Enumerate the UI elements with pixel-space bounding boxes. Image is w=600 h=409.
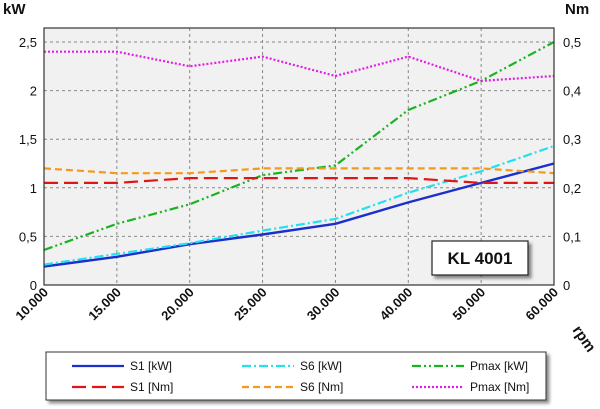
legend-label-s1-nm: S1 [Nm] <box>130 380 173 394</box>
data-point-s6-kw <box>189 242 191 244</box>
y-left-tick-label: 1,5 <box>19 132 37 147</box>
legend-items: S1 [kW] S6 [kW] Pmax [kW] S1 [Nm] S6 [Nm] Pma… <box>72 359 529 394</box>
data-point-pmax-nm <box>480 80 482 82</box>
y-right-tick-label: 0,2 <box>563 181 581 196</box>
data-point-s6-kw <box>116 253 118 255</box>
y-left-tick-label: 2,5 <box>19 35 37 50</box>
data-point-s6-nm <box>116 172 118 174</box>
data-point-s1-kw <box>189 243 191 245</box>
legend-label-s6-kw: S6 [kW] <box>300 359 342 373</box>
data-point-s1-nm <box>407 177 409 179</box>
data-point-s1-nm <box>262 177 264 179</box>
data-point-s1-kw <box>407 201 409 203</box>
y-left-tick-label: 1 <box>30 181 37 196</box>
data-point-s6-kw <box>407 192 409 194</box>
data-point-s1-kw <box>262 233 264 236</box>
series-layer <box>43 41 555 268</box>
data-point-s6-kw <box>334 218 336 220</box>
x-axis-label: rpm <box>569 323 599 356</box>
plot-frame <box>43 27 555 286</box>
y-right-tick-label: 0,3 <box>563 132 581 147</box>
y-right-ticks: 0 0,1 0,2 0,3 0,4 0,5 <box>563 35 581 293</box>
y-left-tick-label: 2 <box>30 84 37 99</box>
y-right-tick-label: 0,4 <box>563 84 581 99</box>
y-left-ticks: 0 0,5 1 1,5 2 2,5 <box>19 35 37 293</box>
data-point-pmax-kw <box>334 164 336 166</box>
data-point-s1-nm <box>480 182 482 184</box>
data-point-pmax-nm <box>189 65 191 67</box>
y-right-tick-label: 0,5 <box>563 35 581 50</box>
x-tick-label: 30.000 <box>304 285 343 324</box>
data-point-pmax-kw <box>407 109 409 111</box>
data-point-pmax-kw <box>116 223 118 225</box>
data-point-pmax-nm <box>116 51 118 53</box>
y-left-tick-label: 0,5 <box>19 229 37 244</box>
data-point-s6-nm <box>407 167 409 169</box>
data-point-s1-nm <box>189 177 191 179</box>
data-point-s6-kw <box>480 170 482 172</box>
x-tick-label: 60.000 <box>522 285 561 324</box>
x-tick-label: 50.000 <box>450 285 489 324</box>
data-point-pmax-kw <box>262 174 264 176</box>
legend-label-pmax-nm: Pmax [Nm] <box>470 380 529 394</box>
legend-label-s1-kw: S1 [kW] <box>130 359 172 373</box>
legend-label-pmax-kw: Pmax [kW] <box>470 359 528 373</box>
x-tick-label: 15.000 <box>85 285 124 324</box>
data-point-pmax-nm <box>407 56 409 58</box>
data-point-s6-nm <box>334 167 336 169</box>
data-point-s6-nm <box>262 167 264 169</box>
data-point-s1-kw <box>334 223 336 225</box>
x-tick-label: 40.000 <box>377 285 416 324</box>
x-tick-label: 20.000 <box>158 285 197 324</box>
data-point-s6-nm <box>189 172 191 174</box>
data-point-pmax-nm <box>262 56 264 58</box>
grid <box>44 28 554 285</box>
series-line-pmax-nm <box>44 50 555 83</box>
legend-label-s6-nm: S6 [Nm] <box>300 380 343 394</box>
model-label-box: KL 4001 <box>431 240 529 276</box>
y-right-axis-label: Nm <box>565 1 589 18</box>
series-line-s6-nm <box>43 167 555 175</box>
x-tick-label: 25.000 <box>231 285 270 324</box>
data-point-s1-nm <box>116 182 118 184</box>
model-label: KL 4001 <box>448 249 513 268</box>
legend: S1 [kW] S6 [kW] Pmax [kW] S1 [Nm] S6 [Nm] Pma… <box>45 351 547 401</box>
x-ticks: 10.000 15.000 20.000 25.000 30.000 40.000 50.0… <box>12 285 561 324</box>
series-line-pmax-kw <box>43 41 555 252</box>
data-point-pmax-nm <box>334 75 336 77</box>
y-right-tick-label: 0,1 <box>563 229 581 244</box>
y-right-tick-label: 0 <box>563 278 570 293</box>
legend-box <box>45 351 547 401</box>
data-point-s6-nm <box>480 167 482 169</box>
series-line-s1-kw <box>43 162 555 268</box>
y-left-axis-label: kW <box>3 1 26 18</box>
data-point-s1-kw <box>116 256 118 258</box>
data-point-s1-nm <box>334 177 336 179</box>
data-point-pmax-kw <box>189 203 191 205</box>
y-left-tick-label: 0 <box>30 278 37 293</box>
data-point-s6-kw <box>262 230 264 232</box>
series-line-s6-kw <box>43 144 555 266</box>
series-line-s1-nm <box>44 177 554 184</box>
